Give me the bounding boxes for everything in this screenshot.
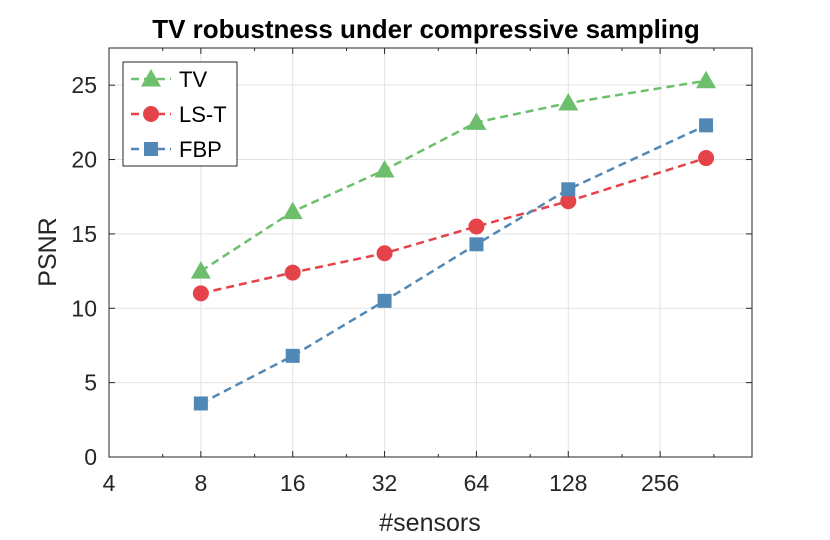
x-tick-labels: 4 8 16 32 64 128 256 <box>103 470 680 496</box>
x-tick-label: 256 <box>641 470 679 496</box>
x-tick-label: 8 <box>194 470 207 496</box>
y-tick-label: 25 <box>71 72 97 98</box>
x-tick-label: 4 <box>103 470 116 496</box>
series-line <box>200 79 707 273</box>
legend-label: TV <box>179 67 207 92</box>
data-point <box>561 182 576 197</box>
series-fbp <box>193 118 714 411</box>
data-point <box>285 348 300 363</box>
data-point <box>374 159 395 178</box>
legend-item: TV <box>131 67 207 92</box>
legend-marker <box>141 69 161 87</box>
y-tick-labels: 0 5 10 15 20 25 <box>71 72 97 470</box>
data-point <box>192 285 209 302</box>
y-tick-label: 15 <box>71 221 97 247</box>
series-tv <box>190 70 717 279</box>
y-axis-label: PSNR <box>34 217 62 286</box>
legend-marker <box>143 106 159 122</box>
data-point <box>376 245 393 262</box>
data-point <box>469 237 484 252</box>
series-layer <box>190 70 717 411</box>
plot-frame <box>108 47 753 458</box>
series-line <box>200 124 707 405</box>
data-point <box>466 112 487 130</box>
x-tick-label: 16 <box>280 470 306 496</box>
data-point <box>190 261 211 279</box>
data-point <box>284 264 301 281</box>
axis-ticks <box>108 48 752 458</box>
legend-box <box>122 61 238 167</box>
data-point <box>282 201 303 220</box>
legend: TV LS-T FBP <box>122 61 238 167</box>
data-point <box>699 118 714 133</box>
y-tick-label: 5 <box>84 370 97 396</box>
y-tick-label: 20 <box>71 147 97 173</box>
legend-label: LS-T <box>179 102 227 127</box>
y-tick-label: 0 <box>84 444 97 470</box>
data-point <box>193 396 208 411</box>
series-ls-t <box>192 150 715 302</box>
data-point <box>377 293 392 308</box>
x-tick-label: 32 <box>372 470 398 496</box>
data-point <box>558 93 579 111</box>
legend-label: FBP <box>179 137 222 162</box>
x-tick-label: 64 <box>464 470 490 496</box>
series-line <box>200 156 707 295</box>
legend-marker <box>144 142 158 156</box>
legend-item: LS-T <box>131 102 227 127</box>
y-tick-label: 10 <box>71 295 97 321</box>
data-point <box>696 70 717 89</box>
x-tick-label: 128 <box>549 470 587 496</box>
chart-title: TV robustness under compressive sampling <box>152 14 700 44</box>
legend-item: FBP <box>131 137 222 162</box>
data-point <box>560 193 577 210</box>
x-axis-label: #sensors <box>379 509 480 537</box>
data-point <box>468 218 485 235</box>
data-point <box>698 150 715 167</box>
